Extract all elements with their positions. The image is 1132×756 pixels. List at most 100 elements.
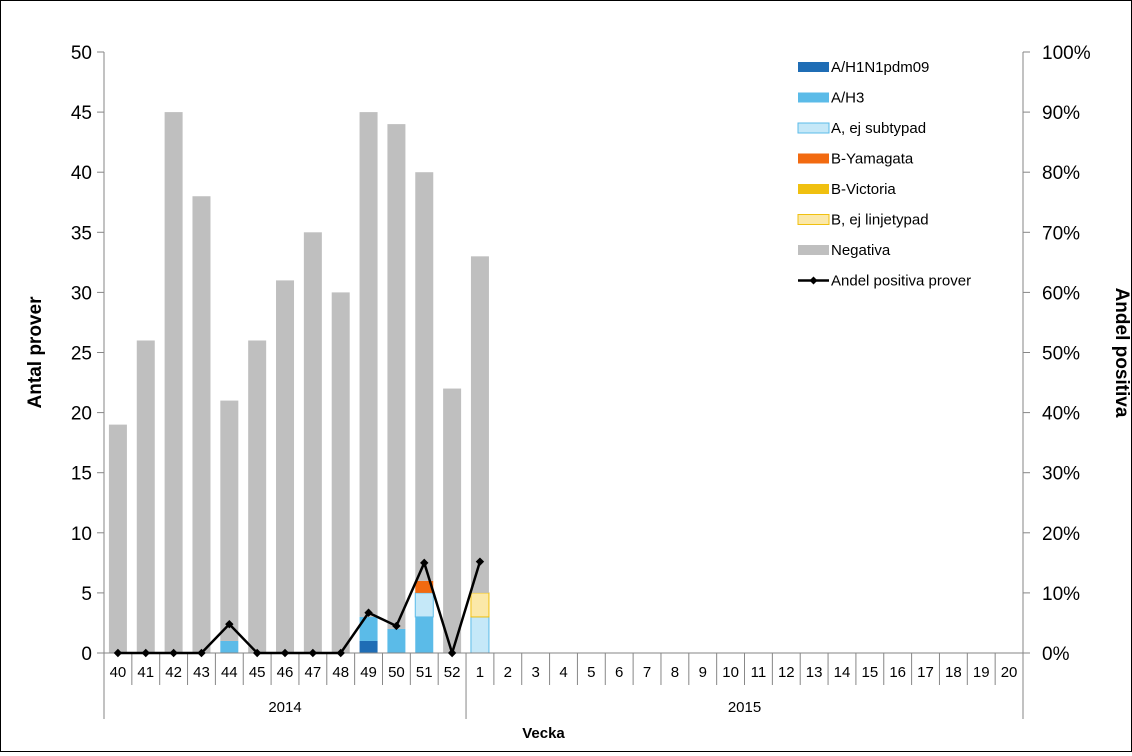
bar-negativa-46 xyxy=(276,280,295,653)
x-tick-label: 6 xyxy=(615,664,623,681)
y-tick-label: 30 xyxy=(71,283,92,304)
legend-swatch-a-ej-subtypad xyxy=(797,122,830,134)
x-tick-label: 42 xyxy=(165,664,182,681)
line-marker-44 xyxy=(225,619,234,629)
x-tick-label: 46 xyxy=(277,664,294,681)
legend-label: Andel positiva prover xyxy=(831,273,971,290)
y-tick-label: 40 xyxy=(71,163,92,184)
y2-tick-label: 50% xyxy=(1042,344,1080,365)
x-tick-label: 17 xyxy=(917,664,934,681)
x-tick-label: 48 xyxy=(332,664,349,681)
x-tick-label: 19 xyxy=(973,664,990,681)
y2-tick-label: 0% xyxy=(1042,644,1070,665)
bar-b-ej-linjetypad-1 xyxy=(470,592,490,618)
bar-negativa-44 xyxy=(220,400,239,641)
x-tick-label: 12 xyxy=(778,664,795,681)
legend-swatch-b-yamagata xyxy=(798,153,829,164)
legend-label: B-Victoria xyxy=(831,181,896,198)
bar-negativa-50 xyxy=(387,124,406,629)
line-marker-42 xyxy=(169,648,178,658)
y-tick-label: 0 xyxy=(81,644,92,665)
y2-tick-label: 20% xyxy=(1042,524,1080,545)
x-tick-label: 3 xyxy=(531,664,539,681)
y-tick-label: 20 xyxy=(71,404,92,425)
x-tick-label: 11 xyxy=(751,664,767,681)
line-marker-47 xyxy=(308,648,318,658)
y-tick-label: 5 xyxy=(81,584,92,605)
x-tick-label: 20 xyxy=(1001,664,1018,681)
x-tick-label: 41 xyxy=(137,664,154,681)
x-tick-label: 13 xyxy=(806,664,823,681)
x-tick-label: 40 xyxy=(110,664,127,681)
x-tick-label: 49 xyxy=(360,664,377,681)
legend-swatch-negativa xyxy=(798,245,829,255)
y2-tick-label: 10% xyxy=(1042,584,1080,605)
line-andel-positiva xyxy=(117,559,482,658)
x-axis-title: Vecka xyxy=(522,725,565,742)
y2-tick-label: 80% xyxy=(1042,163,1080,184)
line-marker-52 xyxy=(447,648,457,658)
x-tick-label: 14 xyxy=(834,664,851,681)
y-tick-label: 10 xyxy=(71,524,92,545)
bar-negativa-45 xyxy=(248,340,267,653)
x-tick-label: 16 xyxy=(889,664,906,681)
legend-label: B, ej linjetypad xyxy=(831,212,929,229)
bar-a-h1n1pdm09-49 xyxy=(359,640,378,653)
y2-tick-label: 30% xyxy=(1042,464,1080,485)
bar-negativa-41 xyxy=(136,340,155,653)
y-axis-title: Antal prover xyxy=(25,296,46,409)
line-marker-50 xyxy=(392,621,401,631)
bar-negativa-49 xyxy=(359,112,378,617)
legend-swatch-a-h1n1pdm09 xyxy=(798,62,829,72)
x-tick-label: 2 xyxy=(504,664,512,681)
axes-layer: 051015202530354045500%10%20%30%40%50%60%… xyxy=(71,43,1091,719)
x-tick-label: 47 xyxy=(305,664,322,681)
line-marker-43 xyxy=(197,648,206,658)
x-tick-label: 8 xyxy=(671,664,679,681)
y2-tick-label: 90% xyxy=(1042,103,1080,124)
x-tick-label: 1 xyxy=(476,664,484,681)
y-tick-label: 45 xyxy=(71,103,92,124)
bar-negativa-43 xyxy=(192,196,211,654)
x-tick-label: 43 xyxy=(193,664,210,681)
y2-tick-label: 100% xyxy=(1042,43,1091,64)
y-tick-label: 25 xyxy=(71,344,92,365)
x-tick-label: 5 xyxy=(587,664,595,681)
legend-label: B-Yamagata xyxy=(831,151,914,168)
y2-tick-label: 40% xyxy=(1042,404,1080,425)
bar-a-h3-50 xyxy=(387,628,406,653)
bar-negativa-47 xyxy=(303,232,322,654)
bar-negativa-52 xyxy=(443,388,462,653)
line-marker-49 xyxy=(364,608,373,617)
x-tick-label: 44 xyxy=(221,664,238,681)
x-tick-label: 51 xyxy=(416,664,433,681)
y-tick-label: 15 xyxy=(71,464,92,485)
legend-line-marker xyxy=(809,276,818,285)
line-layer xyxy=(113,557,485,658)
bar-negativa-40 xyxy=(108,424,127,653)
y-tick-label: 35 xyxy=(71,223,92,244)
x-tick-label: 4 xyxy=(559,664,567,681)
x-tick-label: 18 xyxy=(945,664,962,681)
bars-layer xyxy=(108,112,490,654)
y2-axis-title: Andel positiva xyxy=(1111,288,1131,418)
bar-a-h3-49 xyxy=(359,616,378,641)
legend-label: A/H1N1pdm09 xyxy=(831,59,929,76)
x-tick-label: 15 xyxy=(861,664,878,681)
y-tick-label: 50 xyxy=(71,43,92,64)
bar-a-h3-44 xyxy=(220,640,239,653)
legend-swatch-a-h3 xyxy=(798,92,829,103)
x-tick-label: 50 xyxy=(388,664,405,681)
bar-negativa-42 xyxy=(164,112,183,654)
line-marker-45 xyxy=(252,648,262,658)
bar-negativa-51 xyxy=(415,172,434,581)
bar-b-yamagata-51 xyxy=(415,580,434,593)
bar-a-ej-subtypad-51 xyxy=(414,592,434,618)
legend-label: A/H3 xyxy=(831,90,864,107)
bar-a-ej-subtypad-1 xyxy=(470,616,490,654)
x-tick-label: 10 xyxy=(722,664,739,681)
line-marker-41 xyxy=(141,648,150,658)
y2-tick-label: 60% xyxy=(1042,283,1080,304)
